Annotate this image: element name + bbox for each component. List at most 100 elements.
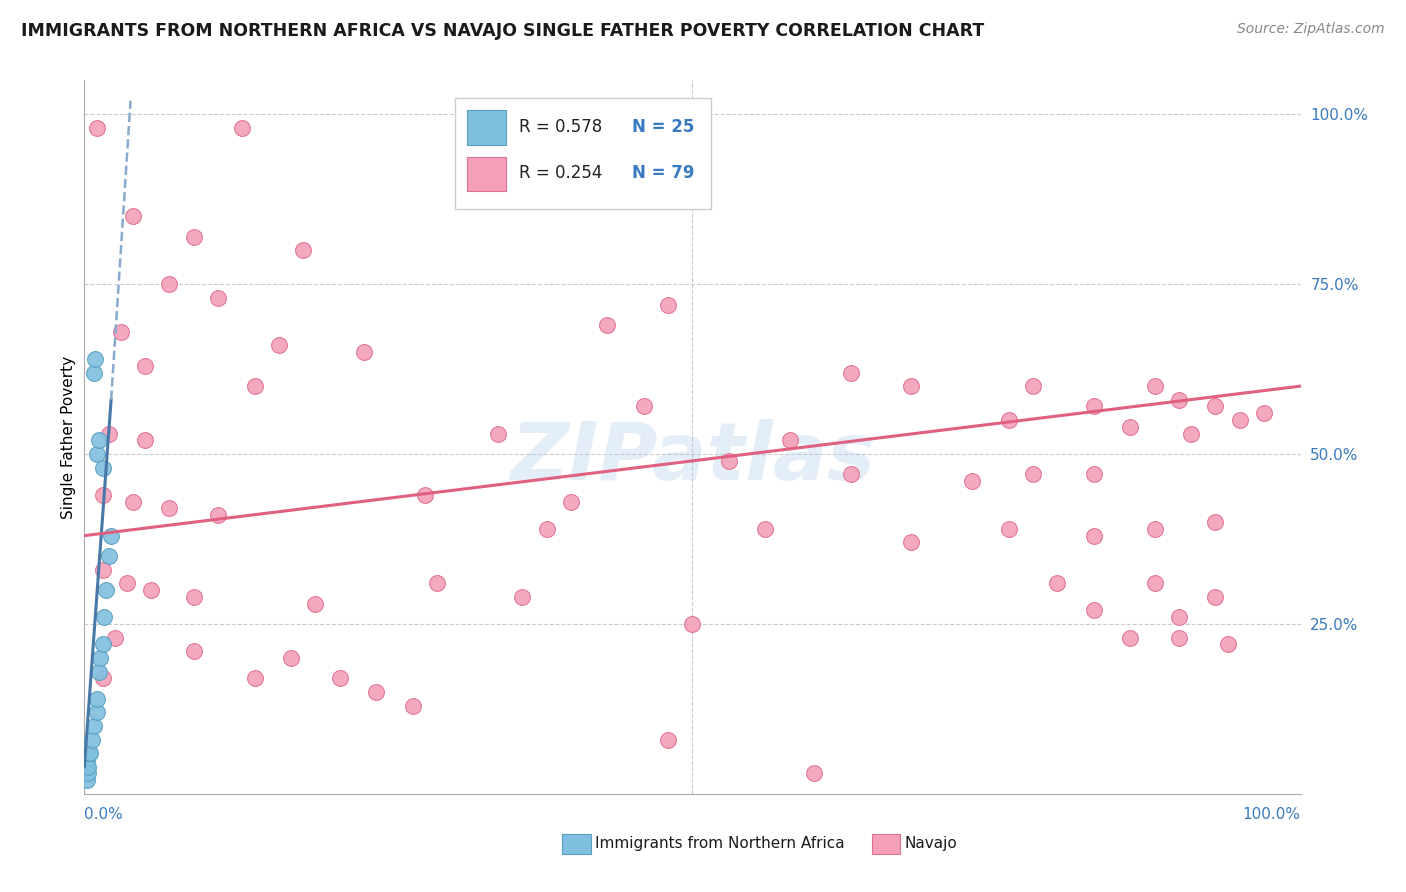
- Point: [839, 366, 862, 380]
- Point: [97, 549, 120, 563]
- Point: [960, 475, 983, 489]
- Point: [292, 243, 315, 257]
- Point: [510, 590, 533, 604]
- Point: [426, 576, 449, 591]
- FancyBboxPatch shape: [456, 98, 710, 209]
- Point: [104, 631, 127, 645]
- Point: [267, 338, 290, 352]
- Point: [1143, 379, 1166, 393]
- Point: [183, 644, 205, 658]
- Point: [243, 671, 266, 685]
- Point: [97, 426, 120, 441]
- Point: [122, 494, 145, 508]
- Point: [134, 434, 156, 448]
- Point: [1204, 515, 1226, 529]
- Point: [803, 766, 825, 780]
- Point: [1204, 590, 1226, 604]
- Point: [1119, 420, 1142, 434]
- Point: [1083, 528, 1105, 542]
- Point: [77, 760, 100, 774]
- Point: [280, 651, 302, 665]
- Point: [304, 597, 326, 611]
- Point: [207, 508, 229, 523]
- Text: Navajo: Navajo: [904, 837, 957, 851]
- Point: [76, 760, 98, 774]
- Point: [77, 746, 100, 760]
- FancyBboxPatch shape: [467, 157, 506, 191]
- Point: [900, 535, 922, 549]
- Point: [207, 291, 229, 305]
- Point: [243, 379, 266, 393]
- Point: [89, 651, 111, 665]
- Point: [1143, 522, 1166, 536]
- Point: [413, 488, 436, 502]
- Point: [596, 318, 619, 332]
- Point: [754, 522, 776, 536]
- Point: [100, 528, 122, 542]
- Point: [1022, 467, 1045, 482]
- Point: [159, 501, 181, 516]
- Point: [83, 366, 105, 380]
- Point: [353, 345, 375, 359]
- Point: [77, 766, 100, 780]
- Point: [87, 434, 110, 448]
- Y-axis label: Single Father Poverty: Single Father Poverty: [60, 356, 76, 518]
- Point: [183, 229, 205, 244]
- Point: [402, 698, 425, 713]
- Point: [91, 488, 114, 502]
- Point: [80, 732, 103, 747]
- Point: [997, 413, 1019, 427]
- Text: R = 0.254: R = 0.254: [519, 164, 602, 182]
- Point: [75, 753, 97, 767]
- Point: [159, 277, 181, 292]
- Text: Immigrants from Northern Africa: Immigrants from Northern Africa: [595, 837, 845, 851]
- Point: [329, 671, 352, 685]
- Point: [997, 522, 1019, 536]
- Point: [1143, 576, 1166, 591]
- Point: [1167, 610, 1189, 624]
- Text: N = 79: N = 79: [631, 164, 695, 182]
- Point: [1119, 631, 1142, 645]
- Text: Source: ZipAtlas.com: Source: ZipAtlas.com: [1237, 22, 1385, 37]
- Point: [96, 582, 118, 597]
- Point: [115, 576, 138, 591]
- Point: [87, 665, 110, 679]
- Point: [141, 582, 163, 597]
- Point: [91, 563, 114, 577]
- Point: [657, 297, 679, 311]
- Point: [76, 773, 98, 788]
- Point: [1083, 467, 1105, 482]
- Point: [1167, 392, 1189, 407]
- Point: [900, 379, 922, 393]
- Point: [86, 691, 108, 706]
- Point: [1083, 603, 1105, 617]
- Point: [536, 522, 558, 536]
- Point: [231, 120, 253, 135]
- Point: [1167, 631, 1189, 645]
- Point: [122, 209, 145, 223]
- Point: [1022, 379, 1045, 393]
- Point: [779, 434, 801, 448]
- Point: [75, 760, 97, 774]
- Point: [1083, 400, 1105, 414]
- Text: R = 0.578: R = 0.578: [519, 118, 602, 136]
- Point: [76, 753, 98, 767]
- Point: [366, 685, 388, 699]
- Point: [91, 671, 114, 685]
- Point: [717, 454, 740, 468]
- Point: [1216, 637, 1239, 651]
- Text: ZIPatlas: ZIPatlas: [510, 419, 875, 498]
- Point: [839, 467, 862, 482]
- Point: [86, 447, 108, 461]
- Text: IMMIGRANTS FROM NORTHERN AFRICA VS NAVAJO SINGLE FATHER POVERTY CORRELATION CHAR: IMMIGRANTS FROM NORTHERN AFRICA VS NAVAJ…: [21, 22, 984, 40]
- Point: [86, 706, 108, 720]
- Point: [134, 359, 156, 373]
- Point: [1046, 576, 1069, 591]
- Point: [183, 590, 205, 604]
- Point: [79, 746, 101, 760]
- Text: N = 25: N = 25: [631, 118, 695, 136]
- Text: 100.0%: 100.0%: [1243, 807, 1301, 822]
- Point: [86, 120, 108, 135]
- Point: [633, 400, 655, 414]
- Point: [657, 732, 679, 747]
